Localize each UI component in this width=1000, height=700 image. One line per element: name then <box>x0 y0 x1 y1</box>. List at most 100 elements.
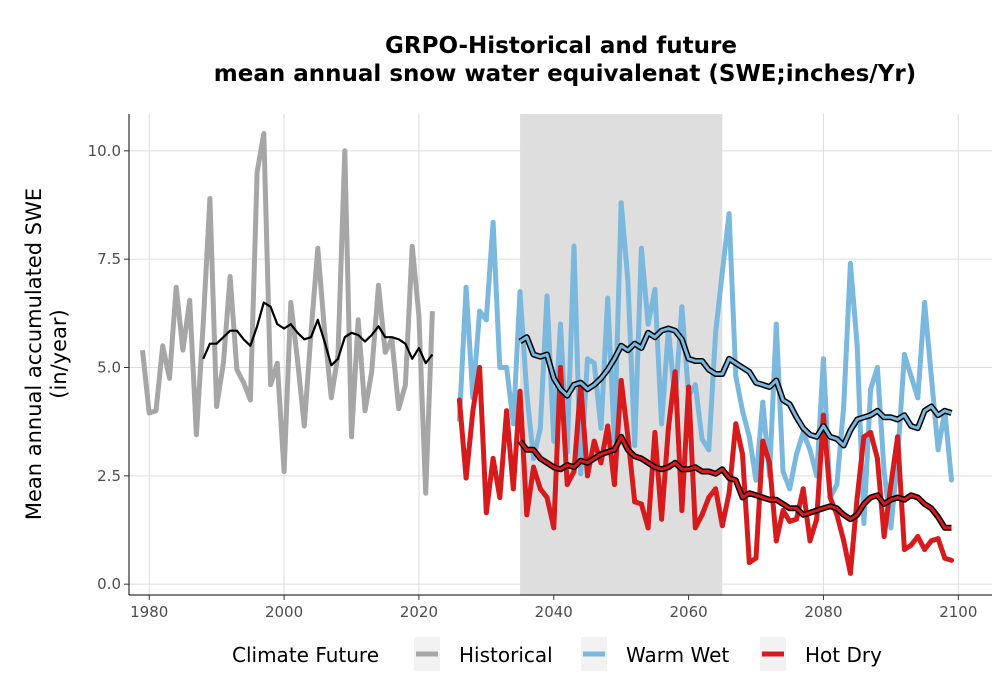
point-hot-dry <box>618 378 624 383</box>
point-warm-wet <box>740 408 746 414</box>
legend-label-warm-wet: Warm Wet <box>626 643 729 667</box>
point-hot-dry <box>827 495 833 500</box>
point-hot-dry <box>470 408 476 414</box>
point-hot-dry <box>780 508 786 513</box>
point-warm-wet <box>820 356 826 362</box>
point-warm-wet <box>854 343 860 349</box>
point-warm-wet <box>726 211 732 217</box>
point-warm-wet <box>510 421 516 427</box>
point-hot-dry <box>807 538 813 544</box>
point-hot-dry <box>672 369 678 375</box>
point-hot-dry <box>551 525 557 531</box>
point-hot-dry <box>652 430 658 435</box>
point-hot-dry <box>841 538 847 544</box>
point-hot-dry <box>598 460 604 466</box>
x-tick-label: 2060 <box>670 603 708 621</box>
point-warm-wet <box>719 269 725 275</box>
point-warm-wet <box>868 386 874 392</box>
x-tick-label: 1980 <box>130 603 168 621</box>
point-hot-dry <box>908 542 914 548</box>
point-hot-dry <box>510 486 516 492</box>
point-warm-wet <box>625 278 631 284</box>
point-hot-dry <box>746 560 752 565</box>
point-hot-dry <box>793 516 799 522</box>
point-warm-wet <box>504 365 510 370</box>
y-tick-layer: 0.0 2.5 5.0 7.5 10.0 <box>88 142 129 593</box>
point-warm-wet <box>531 456 537 461</box>
point-hot-dry <box>531 464 537 470</box>
point-warm-wet <box>888 525 894 531</box>
point-hot-dry <box>517 388 523 394</box>
point-warm-wet <box>645 321 651 327</box>
point-hot-dry <box>854 495 860 500</box>
point-warm-wet <box>874 365 880 370</box>
point-hot-dry <box>632 499 638 505</box>
point-hot-dry <box>915 534 921 539</box>
point-warm-wet <box>605 295 611 301</box>
point-hot-dry <box>571 469 577 474</box>
point-hot-dry <box>605 423 611 429</box>
point-hot-dry <box>895 434 901 440</box>
y-tick-label: 2.5 <box>97 467 121 485</box>
legend-entries: Historical Warm Wet Hot Dry <box>414 637 882 671</box>
point-hot-dry <box>686 384 692 390</box>
point-warm-wet <box>571 243 577 249</box>
smooth-line-historical-10-yr-mean <box>202 301 434 367</box>
x-tick-label: 2100 <box>939 603 977 621</box>
point-hot-dry <box>490 456 496 461</box>
point-warm-wet <box>517 289 523 295</box>
point-hot-dry <box>692 525 698 531</box>
point-warm-wet <box>908 373 914 379</box>
point-hot-dry <box>753 555 759 561</box>
point-hot-dry <box>901 547 907 552</box>
point-warm-wet <box>760 399 766 405</box>
point-warm-wet <box>847 261 853 266</box>
point-hot-dry <box>787 518 793 524</box>
point-warm-wet <box>841 404 847 409</box>
point-hot-dry <box>874 456 880 461</box>
point-hot-dry <box>679 508 685 513</box>
point-hot-dry <box>760 438 766 444</box>
point-hot-dry <box>665 425 671 431</box>
point-warm-wet <box>659 421 665 427</box>
chart-title-line1: GRPO-Historical and future <box>385 33 737 59</box>
point-warm-wet <box>477 308 483 314</box>
point-hot-dry <box>497 495 503 500</box>
point-hot-dry <box>477 365 483 370</box>
point-hot-dry <box>456 397 462 403</box>
point-warm-wet <box>935 447 941 453</box>
point-warm-wet <box>713 330 719 336</box>
point-hot-dry <box>584 473 590 479</box>
point-warm-wet <box>463 284 469 290</box>
point-hot-dry <box>659 516 665 522</box>
point-warm-wet <box>558 321 563 327</box>
point-hot-dry <box>820 412 826 418</box>
series-line-warm-wet <box>456 200 954 531</box>
point-warm-wet <box>773 321 779 327</box>
point-warm-wet <box>591 360 597 366</box>
point-hot-dry <box>773 538 779 544</box>
point-hot-dry <box>544 495 550 500</box>
point-hot-dry <box>935 536 941 542</box>
y-tick-label: 0.0 <box>97 575 121 593</box>
point-hot-dry <box>942 555 948 561</box>
point-hot-dry <box>706 495 712 500</box>
smooth-line-warm-wet-10-yr-mean <box>519 327 952 447</box>
point-hot-dry <box>726 490 732 496</box>
point-hot-dry <box>699 512 705 518</box>
point-hot-dry <box>733 421 739 427</box>
point-hot-dry <box>463 475 469 481</box>
y-tick-label: 7.5 <box>97 250 121 268</box>
point-warm-wet <box>524 391 530 396</box>
point-warm-wet <box>928 373 934 379</box>
point-warm-wet <box>537 425 543 431</box>
point-hot-dry <box>645 525 651 531</box>
x-tick-label: 2020 <box>400 603 438 621</box>
point-warm-wet <box>834 482 840 487</box>
point-hot-dry <box>638 501 644 507</box>
point-warm-wet <box>746 434 752 440</box>
point-hot-dry <box>861 434 867 440</box>
chart-title-line2: mean annual snow water equivalenat (SWE;… <box>214 61 916 87</box>
point-hot-dry <box>611 482 617 487</box>
point-warm-wet <box>598 425 604 431</box>
